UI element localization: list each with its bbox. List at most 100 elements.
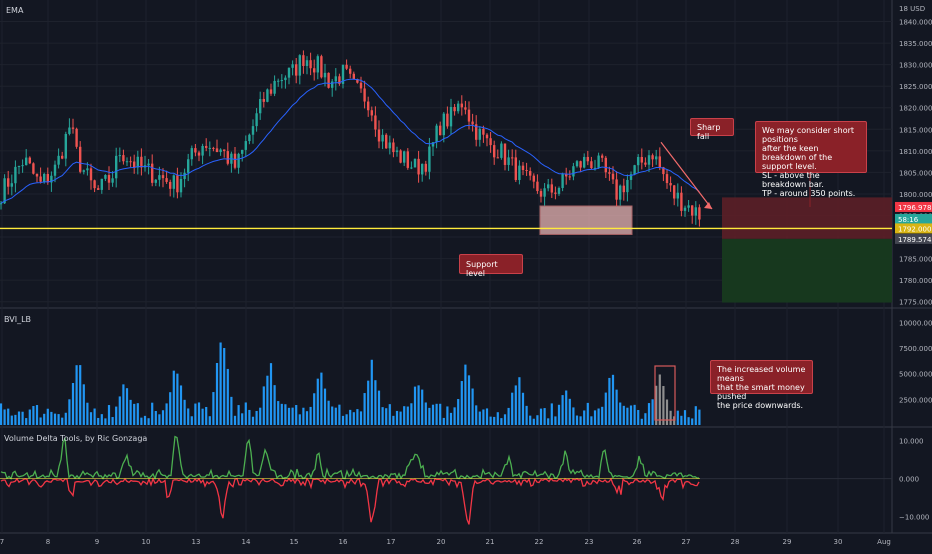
- volume-note-line: that the smart money pushed: [717, 383, 805, 401]
- volume-bar: [215, 362, 219, 425]
- volume-bar: [543, 408, 546, 425]
- candle-body: [201, 145, 204, 156]
- volume-bar: [367, 380, 370, 425]
- stop-loss-zone: [722, 197, 892, 239]
- candle-body: [590, 161, 593, 169]
- volume-bar: [489, 416, 492, 425]
- candle-body: [453, 106, 456, 112]
- volume-bar: [507, 407, 510, 425]
- candle-body: [89, 168, 93, 181]
- volume-pane-title: BVI_LB: [4, 315, 32, 324]
- candle-body: [176, 175, 179, 193]
- delta-tick-label: 10.000: [899, 437, 924, 445]
- candle-body: [212, 147, 215, 149]
- volume-bar: [673, 416, 676, 425]
- candle-body: [597, 155, 600, 168]
- sharp-fall-arrowhead: [704, 202, 712, 210]
- support-level-text: Support level: [466, 260, 498, 278]
- volume-bar: [475, 405, 478, 425]
- delta-tick-label: 0.000: [899, 476, 919, 484]
- volume-bar: [518, 377, 521, 425]
- candle-body: [608, 172, 611, 174]
- candle-body: [367, 101, 370, 111]
- volume-bar: [97, 417, 100, 425]
- volume-bar: [79, 365, 82, 425]
- volume-bar: [431, 404, 435, 425]
- candle-body: [0, 203, 3, 205]
- candle-body: [413, 158, 417, 168]
- volume-bar: [608, 377, 611, 425]
- volume-bar: [467, 375, 471, 425]
- volume-bar: [356, 409, 359, 425]
- volume-bar: [644, 413, 647, 425]
- volume-bar: [259, 407, 262, 425]
- volume-bar: [669, 410, 672, 425]
- volume-bar: [269, 363, 273, 425]
- volume-bar: [295, 405, 298, 425]
- x-tick-label: 8: [46, 538, 50, 546]
- candle-body: [385, 134, 388, 149]
- candle-body: [97, 188, 100, 190]
- candle-body: [111, 178, 114, 183]
- candle-body: [118, 155, 121, 157]
- volume-bar: [223, 348, 226, 425]
- x-tick-label: 9: [95, 538, 99, 546]
- volume-tick-label: 2500.000: [899, 396, 932, 404]
- volume-bar: [482, 409, 485, 425]
- volume-bar: [291, 407, 294, 425]
- volume-bar: [399, 411, 402, 425]
- volume-bar: [280, 403, 283, 425]
- candle-body: [691, 205, 694, 216]
- volume-bar: [118, 396, 121, 425]
- volume-bar: [3, 409, 6, 425]
- volume-bar: [640, 418, 643, 425]
- volume-bar: [406, 406, 409, 425]
- x-tick-label: 26: [633, 538, 642, 546]
- price-tick-label: 1830.000: [899, 62, 932, 70]
- delta-pane-title: Volume Delta Tools, by Ric Gonzaga: [4, 434, 148, 443]
- volume-bar: [176, 373, 179, 425]
- candle-body: [115, 155, 118, 179]
- candle-body: [64, 133, 67, 159]
- candle-body: [647, 155, 651, 165]
- volume-bar: [435, 403, 438, 425]
- volume-bar: [212, 392, 215, 425]
- volume-bar: [363, 393, 366, 425]
- volume-bar: [500, 418, 503, 425]
- volume-bar: [25, 418, 28, 425]
- candle-body: [327, 72, 330, 88]
- entry-price-badge: [895, 201, 932, 212]
- volume-bar: [460, 381, 463, 425]
- candle-body: [320, 56, 323, 78]
- volume-bar: [349, 409, 352, 425]
- volume-bar: [179, 385, 183, 425]
- x-tick-label: 7: [0, 538, 4, 546]
- candle-body: [478, 128, 481, 140]
- candle-body: [683, 207, 687, 211]
- candle-body: [237, 153, 240, 168]
- candle-body: [226, 151, 229, 164]
- candle-body: [633, 165, 636, 175]
- candle-body: [122, 155, 125, 162]
- candle-body: [395, 150, 399, 153]
- candle-body: [61, 155, 64, 159]
- volume-bar: [413, 386, 417, 425]
- candle-body: [619, 185, 622, 200]
- volume-bar: [694, 406, 697, 425]
- candle-body: [313, 68, 316, 73]
- candle-body: [392, 142, 395, 153]
- candle-body: [507, 157, 510, 165]
- volume-bar: [86, 402, 89, 425]
- volume-bar: [115, 406, 118, 425]
- volume-bar: [331, 406, 334, 425]
- candle-body: [262, 99, 265, 102]
- candle-body: [457, 103, 460, 112]
- candle-body: [241, 149, 244, 154]
- volume-bar: [565, 390, 568, 425]
- candle-body: [536, 181, 539, 192]
- volume-bar: [172, 370, 175, 425]
- volume-bar: [125, 388, 129, 425]
- candle-body: [255, 113, 258, 127]
- candle-body: [428, 146, 431, 172]
